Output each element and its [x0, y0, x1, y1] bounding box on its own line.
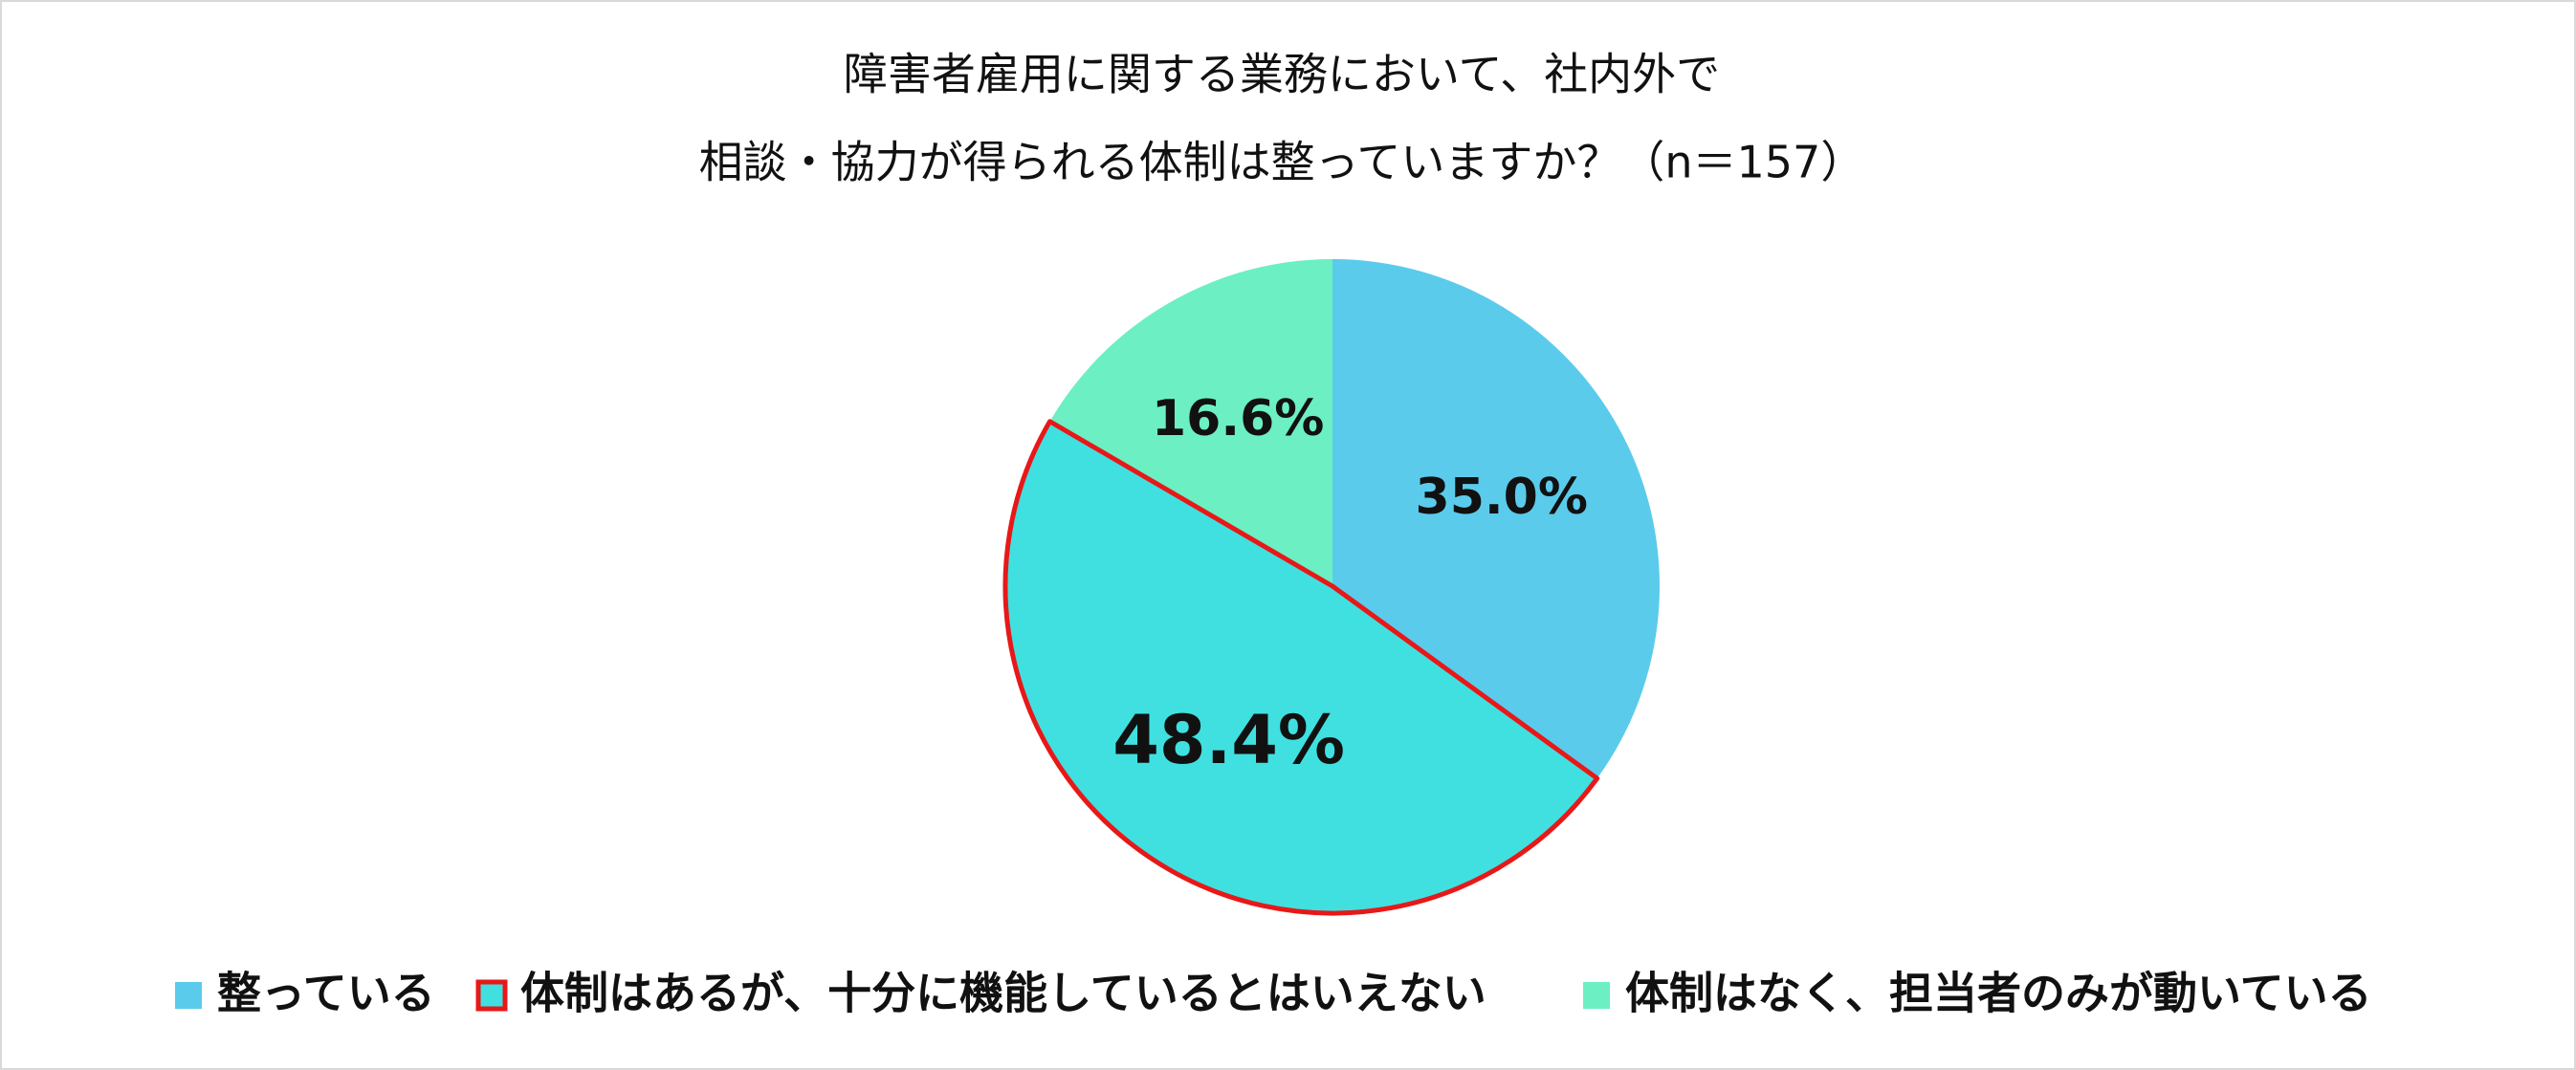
value-label: 48.4% [1112, 701, 1345, 779]
pie-slice [1049, 259, 1332, 586]
legend-label: 体制はあるが、十分に機能しているとはいえない [520, 968, 1486, 1019]
legend-label: 体制はなく、担当者のみが動いている [1625, 968, 2372, 1019]
pie-slice [1332, 259, 1660, 779]
legend-swatch [1583, 982, 1610, 1009]
legend-label: 整っている [217, 968, 435, 1019]
pie-slice [1002, 419, 1600, 916]
value-label: 35.0% [1416, 469, 1588, 526]
value-label: 16.6% [1152, 390, 1324, 448]
chart-title: 相談・協力が得られる体制は整っていますか？（n＝157） [699, 137, 1865, 188]
legend-swatch [475, 979, 508, 1012]
legend-swatch [175, 982, 202, 1009]
chart-title: 障害者雇用に関する業務において、社内外で [844, 49, 1720, 100]
